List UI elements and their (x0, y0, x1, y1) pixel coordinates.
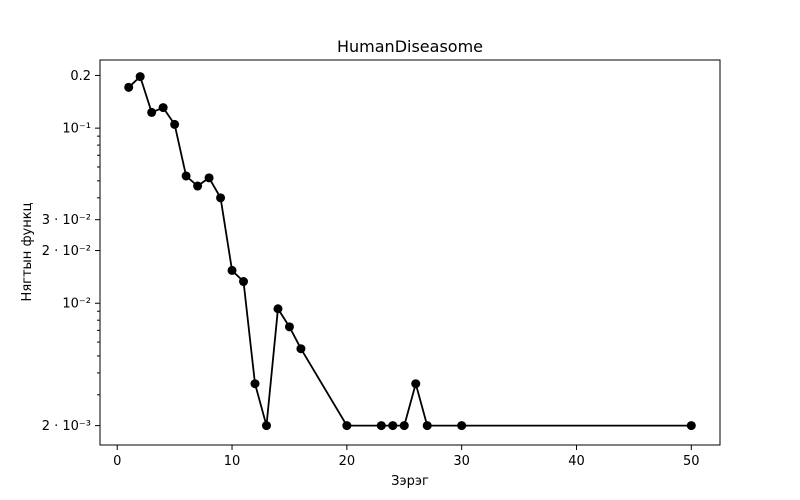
data-point (457, 421, 467, 431)
x-tick-label: 30 (453, 454, 470, 469)
data-point (399, 421, 409, 431)
data-point (204, 173, 214, 183)
data-point (250, 379, 260, 389)
x-axis: 0 10 20 30 40 50 (113, 445, 700, 469)
y-axis: 0.2 10⁻¹ 3 · 10⁻² 2 · 10⁻² 10⁻² 2 · 10⁻³ (42, 69, 100, 434)
data-point (411, 379, 421, 389)
data-point (193, 181, 203, 191)
data-point (284, 322, 294, 332)
x-tick-label: 50 (683, 454, 700, 469)
y-tick-label: 10⁻¹ (62, 122, 91, 137)
data-point (239, 277, 249, 287)
y-tick-label: 3 · 10⁻² (42, 213, 91, 228)
y-axis-label: Нягтын функц (20, 202, 35, 301)
series-line (128, 74, 692, 427)
x-tick-label: 40 (568, 454, 585, 469)
data-point (158, 103, 168, 113)
x-tick-label: 10 (224, 454, 241, 469)
data-point (273, 304, 283, 314)
data-point (181, 171, 191, 181)
data-point (147, 107, 157, 117)
data-point (296, 344, 306, 354)
data-point (135, 72, 145, 82)
plot-frame (99, 59, 721, 446)
data-point (422, 421, 432, 431)
data-point (216, 193, 226, 203)
y-tick-label: 0.2 (70, 69, 91, 84)
data-point (342, 421, 352, 431)
data-point (227, 265, 237, 275)
data-point (124, 82, 134, 92)
data-point (388, 421, 398, 431)
data-point (170, 119, 180, 129)
data-point (261, 421, 271, 431)
series-layer (124, 72, 696, 431)
x-tick-label: 0 (113, 454, 121, 469)
y-tick-label: 10⁻² (62, 297, 91, 312)
x-tick-label: 20 (339, 454, 356, 469)
chart-title: HumanDiseasome (337, 37, 483, 56)
y-tick-label: 2 · 10⁻³ (42, 419, 91, 434)
x-axis-label: Зэрэг (391, 474, 429, 489)
y-tick-label: 2 · 10⁻² (42, 244, 91, 259)
data-point (376, 421, 386, 431)
data-point (686, 421, 696, 431)
